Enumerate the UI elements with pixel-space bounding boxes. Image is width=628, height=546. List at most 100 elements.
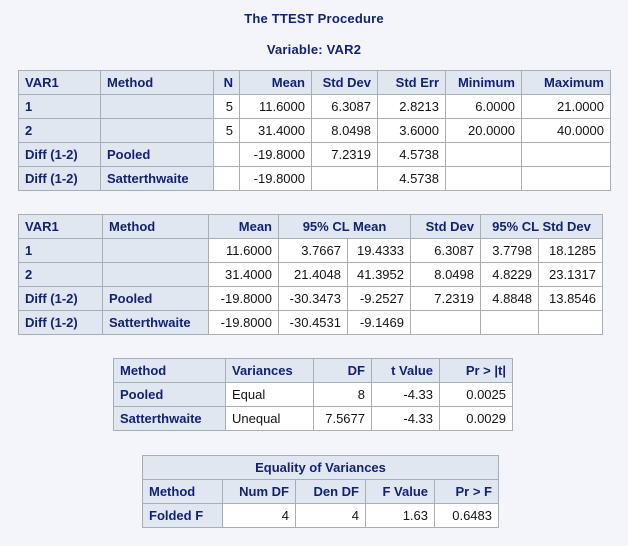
data-cell: -30.3473: [278, 286, 348, 311]
data-cell: 7.2319: [311, 142, 378, 167]
row-header-cell: Diff (1-2): [18, 142, 101, 167]
data-cell: 41.3952: [347, 262, 411, 287]
data-cell: 31.4000: [239, 118, 312, 143]
data-cell: 4.5738: [377, 166, 446, 191]
data-cell: -19.8000: [208, 286, 279, 311]
data-cell: 21.0000: [521, 94, 611, 119]
data-cell: -4.33: [371, 382, 440, 407]
row-header-cell: [100, 94, 214, 119]
data-cell: 4.5738: [377, 142, 446, 167]
data-cell: 1.63: [365, 503, 435, 528]
column-header: Method: [100, 70, 214, 95]
data-cell: [445, 142, 522, 167]
row-header-cell: Satterthwaite: [102, 310, 209, 335]
column-header: Den DF: [295, 479, 366, 504]
table-row: Diff (1-2) Satterthwaite -19.8000 4.5738: [18, 166, 611, 191]
data-cell: 6.3087: [410, 238, 481, 263]
data-cell: [213, 142, 240, 167]
data-cell: 21.4048: [278, 262, 348, 287]
data-cell: 4.8848: [480, 286, 539, 311]
data-cell: 20.0000: [445, 118, 522, 143]
row-header-cell: 1: [18, 94, 101, 119]
equality-of-variances-table: Equality of Variances Method Num DF Den …: [142, 455, 499, 528]
data-cell: -19.8000: [208, 310, 279, 335]
data-cell: [538, 310, 603, 335]
data-cell: 6.3087: [311, 94, 378, 119]
data-cell: 11.6000: [208, 238, 279, 263]
row-header-cell: Diff (1-2): [18, 286, 103, 311]
column-header: Method: [113, 358, 226, 383]
column-header: Minimum: [445, 70, 522, 95]
data-cell: [521, 142, 611, 167]
data-cell: -4.33: [371, 406, 440, 431]
table-header-row: Method Num DF Den DF F Value Pr > F: [142, 479, 499, 504]
table-title: Equality of Variances: [142, 455, 499, 480]
data-cell: 2.8213: [377, 94, 446, 119]
column-header: Mean: [239, 70, 312, 95]
report-page: The TTEST Procedure Variable: VAR2 VAR1 …: [18, 11, 611, 528]
data-cell: -30.4531: [278, 310, 348, 335]
data-cell: 23.1317: [538, 262, 603, 287]
data-cell: Equal: [225, 382, 314, 407]
row-header-cell: [100, 118, 214, 143]
row-header-cell: Diff (1-2): [18, 166, 101, 191]
table-row: 2 5 31.4000 8.0498 3.6000 20.0000 40.000…: [18, 118, 611, 143]
data-cell: 3.6000: [377, 118, 446, 143]
table-header-row: Method Variances DF t Value Pr > |t|: [113, 358, 513, 383]
data-cell: 8: [313, 382, 372, 407]
data-cell: 8.0498: [410, 262, 481, 287]
data-cell: 0.6483: [434, 503, 499, 528]
row-header-cell: [102, 262, 209, 287]
data-cell: 31.4000: [208, 262, 279, 287]
row-header-cell: Pooled: [113, 382, 226, 407]
data-cell: -9.1469: [347, 310, 411, 335]
row-header-cell: Satterthwaite: [100, 166, 214, 191]
column-header: VAR1: [18, 70, 101, 95]
column-header: Std Dev: [410, 214, 481, 239]
column-header: VAR1: [18, 214, 103, 239]
table-row: Folded F 4 4 1.63 0.6483: [142, 503, 499, 528]
data-cell: 40.0000: [521, 118, 611, 143]
column-header: Method: [142, 479, 223, 504]
data-cell: 4: [222, 503, 296, 528]
statistics-table: VAR1 Method N Mean Std Dev Std Err Minim…: [18, 70, 611, 191]
table-row: 2 31.4000 21.4048 41.3952 8.0498 4.8229 …: [18, 262, 603, 287]
table-header-row: VAR1 Method Mean 95% CL Mean Std Dev 95%…: [18, 214, 603, 239]
data-cell: [213, 166, 240, 191]
data-cell: 18.1285: [538, 238, 603, 263]
data-cell: -19.8000: [239, 166, 312, 191]
data-cell: -19.8000: [239, 142, 312, 167]
data-cell: 7.2319: [410, 286, 481, 311]
page-title: The TTEST Procedure: [244, 11, 384, 26]
column-header: 95% CL Std Dev: [480, 214, 603, 239]
data-cell: 5: [213, 118, 240, 143]
data-cell: [445, 166, 522, 191]
data-cell: Unequal: [225, 406, 314, 431]
data-cell: 3.7667: [278, 238, 348, 263]
data-cell: 3.7798: [480, 238, 539, 263]
column-header: DF: [313, 358, 372, 383]
data-cell: 0.0025: [439, 382, 513, 407]
data-cell: -9.2527: [347, 286, 411, 311]
data-cell: [480, 310, 539, 335]
column-header: Mean: [208, 214, 279, 239]
table-row: Diff (1-2) Satterthwaite -19.8000 -30.45…: [18, 310, 603, 335]
table-row: Pooled Equal 8 -4.33 0.0025: [113, 382, 513, 407]
data-cell: 11.6000: [239, 94, 312, 119]
data-cell: 4: [295, 503, 366, 528]
row-header-cell: Folded F: [142, 503, 223, 528]
column-header: Method: [102, 214, 209, 239]
row-header-cell: 2: [18, 118, 101, 143]
column-header: Variances: [225, 358, 314, 383]
row-header-cell: Pooled: [102, 286, 209, 311]
column-header: 95% CL Mean: [278, 214, 411, 239]
t-tests-table: Method Variances DF t Value Pr > |t| Poo…: [113, 358, 513, 431]
data-cell: 13.8546: [538, 286, 603, 311]
row-header-cell: Pooled: [100, 142, 214, 167]
row-header-cell: Satterthwaite: [113, 406, 226, 431]
row-header-cell: [102, 238, 209, 263]
column-header: Pr > |t|: [439, 358, 513, 383]
table-header-row: VAR1 Method N Mean Std Dev Std Err Minim…: [18, 70, 611, 95]
data-cell: 19.4333: [347, 238, 411, 263]
confidence-limits-table: VAR1 Method Mean 95% CL Mean Std Dev 95%…: [18, 214, 603, 335]
